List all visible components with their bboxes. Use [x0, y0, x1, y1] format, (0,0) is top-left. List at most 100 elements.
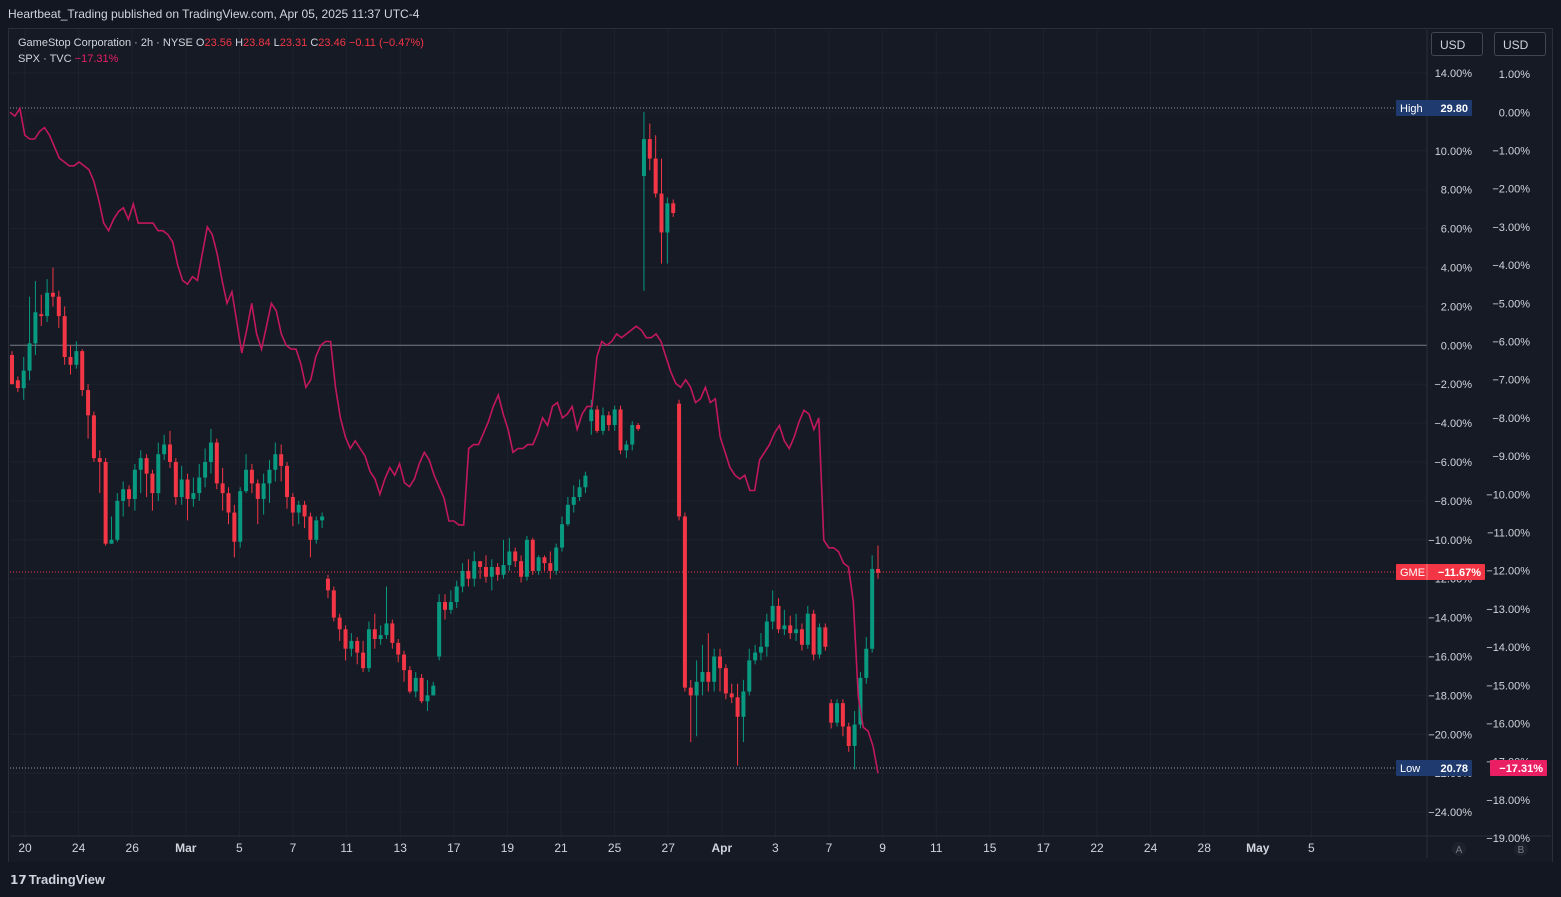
candle-body: [62, 316, 67, 357]
x-tick-label: 5: [1308, 841, 1315, 855]
candle-body: [571, 497, 576, 505]
candle-body: [799, 629, 804, 645]
candle-body: [372, 629, 377, 639]
candle-body: [840, 703, 845, 727]
candle-body: [647, 139, 652, 159]
legend-low-value: 23.31: [279, 37, 308, 49]
candle-body: [805, 613, 810, 645]
candle-body: [273, 454, 278, 470]
right-axis-tick-label: −14.00%: [1486, 642, 1530, 654]
candle-body: [337, 617, 342, 630]
left-axis-tick-label: −14.00%: [1428, 613, 1472, 625]
candle-body: [320, 516, 325, 521]
candle-body: [80, 351, 85, 391]
candle-body: [677, 403, 682, 517]
candle-body: [179, 479, 184, 498]
left-axis-tick-label: −8.00%: [1434, 496, 1472, 508]
scale-b-label: B: [1518, 845, 1525, 856]
x-tick-label: Apr: [711, 841, 732, 855]
candle-body: [595, 409, 600, 431]
currency-button-left[interactable]: USD: [1431, 32, 1483, 56]
x-tick-label: 24: [1144, 841, 1158, 855]
candle-body: [852, 724, 857, 746]
left-axis-tick-label: 8.00%: [1441, 185, 1472, 197]
right-axis-tick-label: −4.00%: [1492, 260, 1530, 272]
legend-close-label: C: [310, 37, 319, 49]
legend-high-value: 23.84: [243, 37, 271, 49]
x-tick-label: 22: [1090, 841, 1104, 855]
candle-body: [68, 356, 73, 365]
candle-body: [454, 586, 459, 603]
candle-body: [519, 561, 524, 577]
candle-body: [86, 390, 91, 416]
legend-open-value: 23.56: [204, 37, 233, 49]
tradingview-logo[interactable]: 𝟭𝟳 TradingView: [10, 872, 105, 887]
candle-body: [121, 489, 126, 501]
candle-body: [296, 504, 301, 513]
candle-body: [103, 462, 108, 544]
x-tick-label: 5: [236, 841, 243, 855]
candle-body: [197, 477, 202, 494]
candle-body: [460, 570, 465, 587]
candle-body: [524, 539, 529, 577]
x-tick-label: 9: [879, 841, 886, 855]
candle-body: [829, 703, 834, 723]
candle-body: [349, 640, 354, 649]
legend-low-label: L: [273, 37, 280, 49]
candle-body: [314, 520, 319, 540]
high-badge-label: High: [1400, 103, 1423, 115]
right-axis-tick-label: −1.00%: [1492, 146, 1530, 158]
candle-body: [495, 567, 500, 575]
candle-body: [203, 462, 208, 478]
right-axis-tick-label: 0.00%: [1499, 107, 1530, 119]
footer-bar: [0, 862, 1561, 897]
low-badge-label: Low: [1400, 763, 1420, 775]
left-axis-tick-label: 10.00%: [1435, 146, 1473, 158]
candle-body: [21, 370, 26, 389]
candle-body: [478, 561, 483, 568]
candle-body: [191, 493, 196, 499]
legend-compare-symbol[interactable]: SPX · TVC: [18, 53, 72, 65]
candle-body: [173, 462, 178, 498]
candle-body: [811, 613, 816, 655]
candle-body: [302, 504, 307, 517]
chart-pane[interactable]: [8, 28, 1553, 863]
candle-body: [630, 425, 635, 445]
right-axis-tick-label: −13.00%: [1486, 604, 1530, 616]
candle-body: [290, 497, 295, 513]
currency-button-right[interactable]: USD: [1494, 32, 1546, 56]
left-axis-tick-label: −6.00%: [1434, 457, 1472, 469]
right-axis-tick-label: −8.00%: [1492, 413, 1530, 425]
candle-body: [144, 458, 149, 474]
x-tick-label: 27: [662, 841, 676, 855]
candle-body: [214, 442, 219, 484]
x-tick-label: 17: [447, 841, 461, 855]
candle-body: [876, 568, 880, 573]
candle-body: [378, 635, 383, 639]
left-axis-tick-label: 6.00%: [1441, 224, 1472, 236]
candle-body: [612, 409, 617, 426]
candle-body: [835, 703, 840, 723]
legend-open-label: O: [195, 37, 205, 49]
legend-symbol[interactable]: GameStop Corporation · 2h · NYSE: [18, 37, 193, 49]
candle-body: [162, 444, 167, 455]
left-axis-tick-label: −2.00%: [1434, 379, 1472, 391]
candle-body: [384, 623, 389, 636]
candle-body: [267, 469, 272, 484]
candle-body: [407, 670, 412, 692]
candle-body: [419, 677, 424, 702]
candle-body: [747, 660, 752, 692]
left-axis-tick-label: −18.00%: [1428, 690, 1472, 702]
candle-body: [127, 489, 132, 499]
candle-body: [396, 642, 401, 655]
candle-body: [641, 139, 646, 177]
candle-body: [653, 158, 658, 194]
candle-body: [729, 693, 734, 698]
candle-body: [249, 469, 254, 484]
candle-body: [331, 590, 336, 618]
candle-body: [91, 415, 96, 459]
candle-body: [244, 469, 249, 492]
candle-body: [343, 629, 348, 649]
candle-body: [688, 687, 693, 696]
